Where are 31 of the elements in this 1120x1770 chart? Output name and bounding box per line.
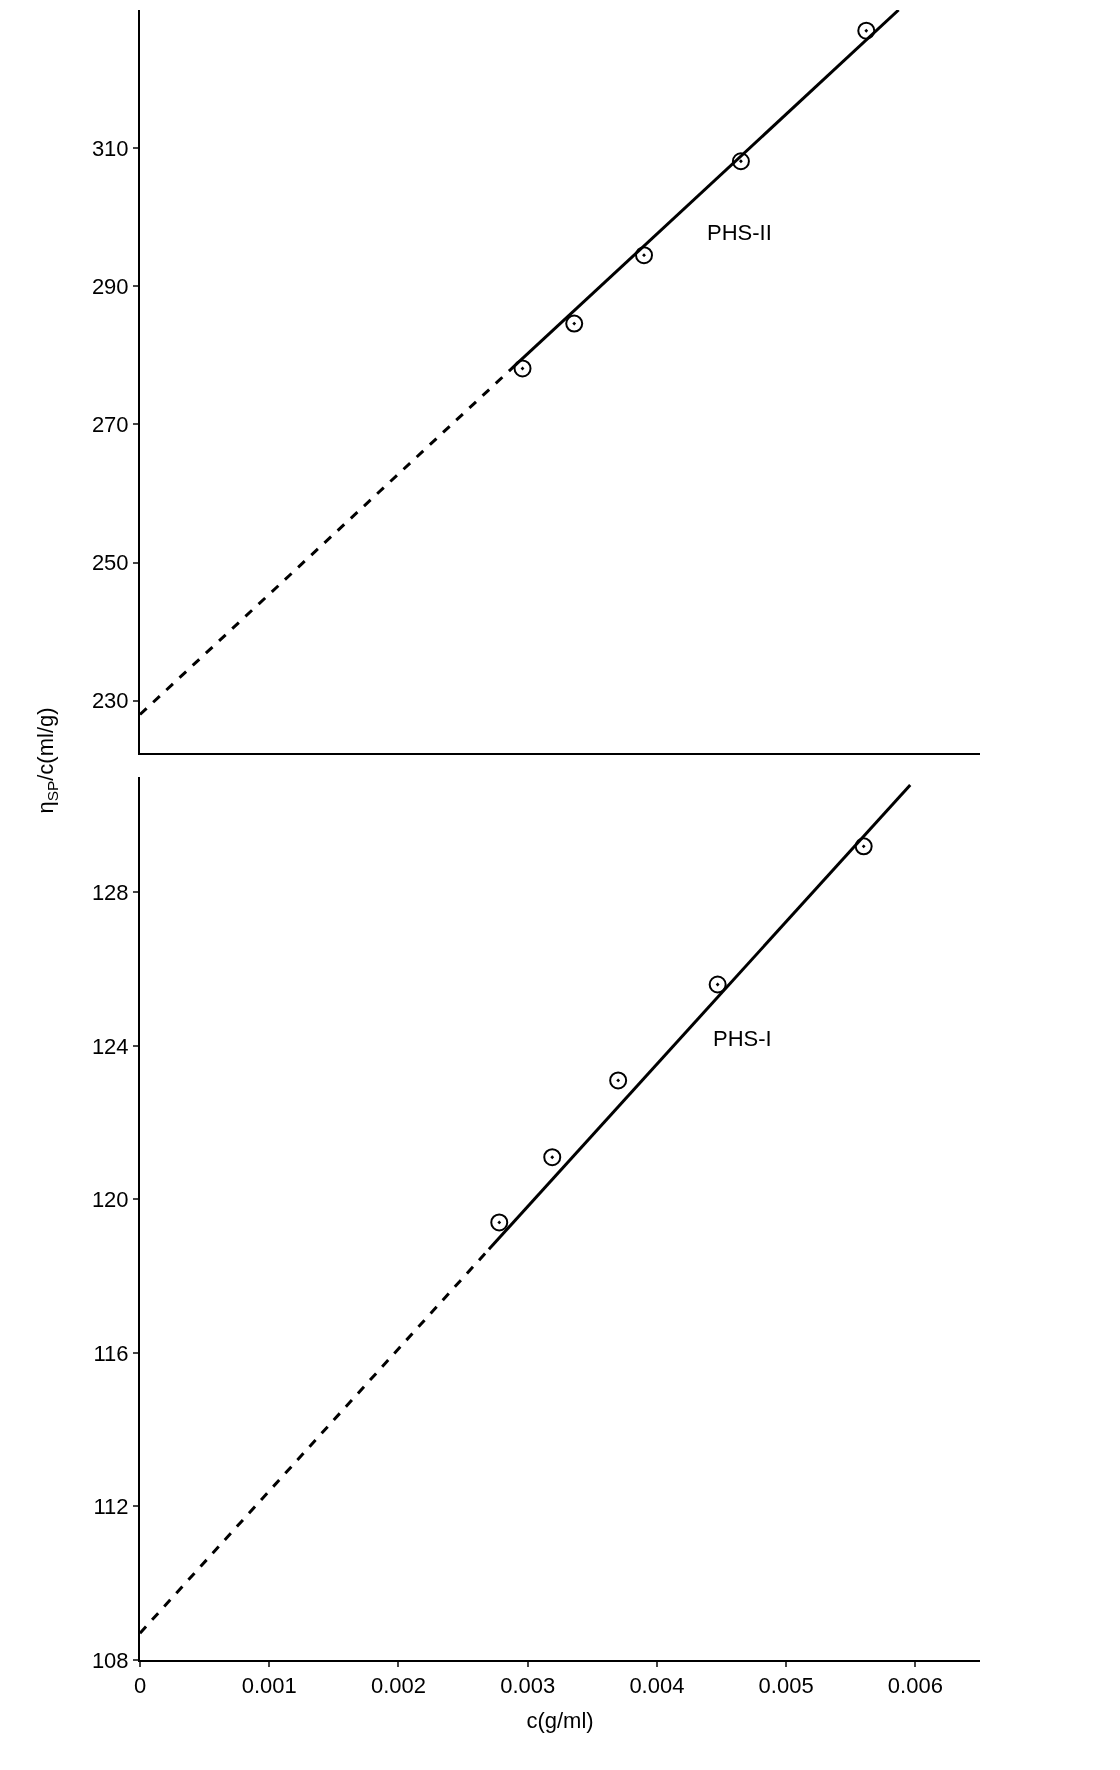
point xyxy=(565,314,584,333)
y-tick-label: 108 xyxy=(91,1647,129,1673)
y-tick-label: 270 xyxy=(91,412,129,438)
y-tick-label: 120 xyxy=(91,1187,129,1213)
point xyxy=(731,152,750,171)
point xyxy=(543,1148,562,1167)
y-tick-label: 112 xyxy=(93,1494,129,1520)
point xyxy=(490,1213,509,1232)
point xyxy=(857,21,876,40)
y-tick-label: 310 xyxy=(91,135,129,161)
point xyxy=(609,1071,628,1090)
x-tick-label: 0.004 xyxy=(629,1673,685,1699)
x-tick-label: 0.002 xyxy=(370,1673,426,1699)
point xyxy=(854,837,873,856)
x-tick-label: 0.003 xyxy=(500,1673,556,1699)
x-tick-label: 0.001 xyxy=(241,1673,297,1699)
point xyxy=(708,975,727,994)
y-tick-label: 128 xyxy=(91,880,129,906)
point xyxy=(635,246,653,265)
x-axis-title: c(g/ml) xyxy=(526,1707,594,1733)
y-tick-label: 124 xyxy=(91,1033,129,1059)
x-tick-label: 0 xyxy=(133,1673,147,1699)
x-tick-label: 0.005 xyxy=(758,1673,814,1699)
y-tick-label: 250 xyxy=(91,550,129,576)
x-tick-label: 0.006 xyxy=(887,1673,943,1699)
y-tick-label: 290 xyxy=(91,273,129,299)
y-tick-label: 116 xyxy=(93,1340,129,1366)
point xyxy=(513,359,532,378)
y-tick-label: 230 xyxy=(91,688,129,714)
annotation: PHS-I xyxy=(713,1026,772,1051)
annotation: PHS-II xyxy=(707,220,772,245)
